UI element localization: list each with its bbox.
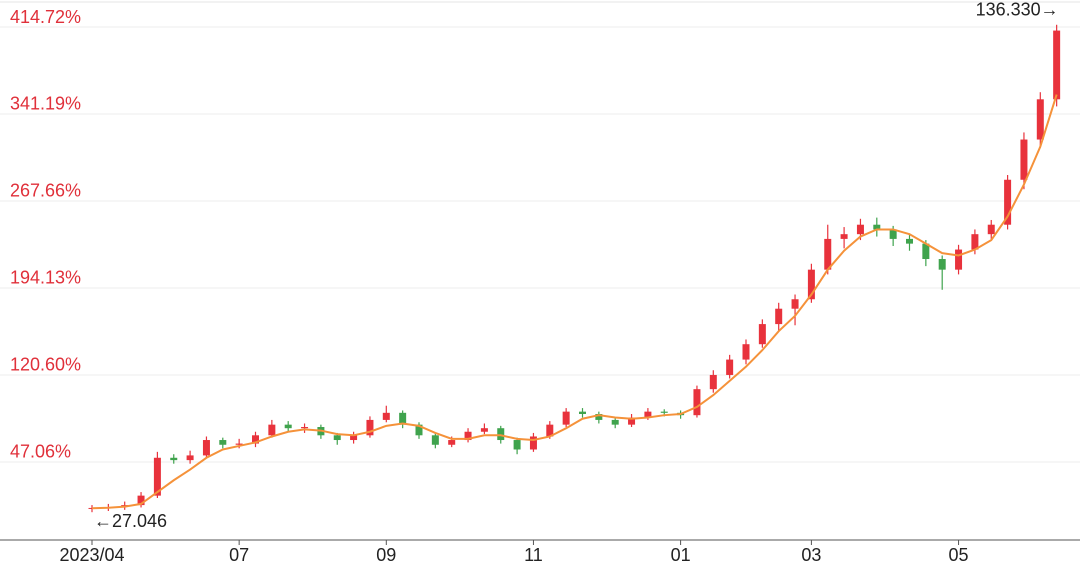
y-tick-label: 47.06% — [10, 442, 71, 462]
candle-body — [807, 269, 815, 300]
x-tick-label: 01 — [671, 545, 691, 565]
candle-body — [824, 238, 832, 270]
candle-body — [742, 344, 750, 360]
candle-body — [448, 440, 456, 445]
candle-body — [333, 435, 341, 441]
candle-body — [922, 243, 930, 260]
candle-body — [88, 507, 96, 509]
annotation: ←27.046 — [94, 511, 167, 531]
candle-body — [611, 419, 619, 425]
candle-body — [1036, 99, 1044, 140]
candle-body — [579, 411, 586, 415]
candle-body — [971, 234, 979, 250]
annotation: 136.330→ — [976, 0, 1059, 20]
candle-body — [529, 436, 537, 450]
candle-body — [889, 229, 897, 239]
candle-body — [219, 440, 227, 445]
candle-body — [856, 224, 864, 235]
candle-body — [595, 414, 603, 420]
candle-body — [366, 419, 374, 436]
candle-body — [726, 359, 734, 375]
candle-body — [399, 412, 407, 425]
candle-body — [562, 411, 570, 425]
candle-body — [987, 224, 995, 235]
candle-body — [382, 412, 390, 420]
y-tick-label: 341.19% — [10, 94, 81, 114]
x-tick-label: 05 — [949, 545, 969, 565]
candle-body — [284, 424, 292, 429]
candle-body — [202, 440, 210, 456]
candle-body — [628, 417, 636, 425]
candle-body — [170, 457, 178, 461]
candle-body — [513, 440, 521, 450]
candle-body — [186, 455, 194, 461]
candle-body — [464, 431, 472, 441]
candle-body — [775, 308, 783, 325]
candle-body — [350, 435, 358, 441]
candle-body — [497, 428, 505, 441]
candle-body — [660, 411, 668, 413]
candle-body — [137, 495, 145, 506]
candle-body — [1020, 139, 1028, 180]
candle-body — [252, 435, 259, 444]
candle-body — [758, 324, 766, 345]
y-tick-label: 120.60% — [10, 355, 81, 375]
y-tick-label: 194.13% — [10, 268, 81, 288]
candle-body — [546, 424, 554, 437]
candle-body — [480, 428, 488, 432]
candle-body — [153, 457, 161, 496]
x-tick-label: 11 — [524, 545, 543, 565]
ma-line — [91, 94, 1058, 510]
candle-body — [415, 424, 423, 436]
y-tick-label: 267.66% — [10, 181, 81, 201]
candle-body — [235, 443, 243, 445]
candle-body — [1004, 179, 1012, 225]
candle-body — [873, 224, 881, 230]
x-tick-label: 07 — [229, 545, 249, 565]
candle-body — [693, 389, 701, 416]
candle-body — [301, 427, 309, 429]
x-tick-label: 09 — [376, 545, 396, 565]
x-tick-label: 2023/04 — [59, 545, 124, 565]
candle-body — [268, 424, 276, 436]
candle-body — [906, 238, 913, 244]
candle-body — [938, 259, 946, 270]
candle-body — [955, 249, 963, 270]
x-tick-label: 03 — [801, 545, 821, 565]
y-tick-label: 414.72% — [10, 7, 81, 27]
candle-body — [1053, 30, 1061, 100]
candle-body — [644, 411, 652, 418]
candle-body — [709, 374, 717, 390]
candle-body — [840, 234, 848, 239]
candle-body — [431, 435, 439, 445]
candle-body — [791, 299, 799, 309]
